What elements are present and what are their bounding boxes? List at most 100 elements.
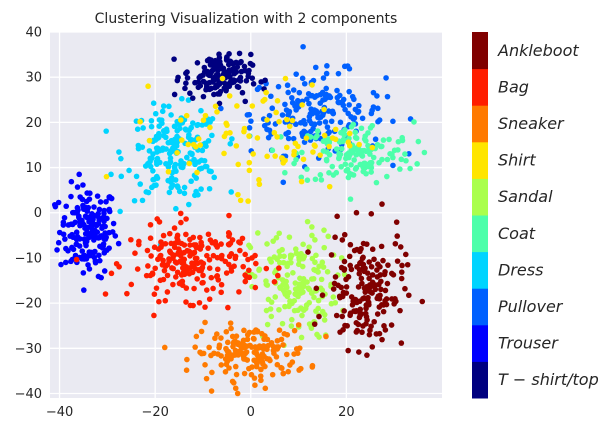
scatter-point (197, 246, 204, 252)
scatter-points (51, 43, 428, 397)
scatter-point (241, 356, 247, 362)
scatter-point (198, 328, 205, 335)
scatter-point (330, 110, 336, 117)
scatter-point (281, 330, 288, 337)
scatter-point (233, 143, 240, 149)
scatter-point (296, 345, 303, 351)
scatter-point (283, 144, 290, 151)
scatter-point (174, 183, 181, 189)
scatter-point (341, 258, 348, 265)
scatter-point (229, 136, 235, 142)
scatter-point (329, 163, 336, 170)
scatter-point (377, 272, 384, 278)
scatter-point (86, 196, 93, 202)
scatter-point (68, 178, 75, 185)
scatter-point (256, 177, 262, 183)
scatter-point (246, 67, 252, 74)
scatter-point (195, 84, 202, 91)
scatter-point (160, 103, 167, 109)
scatter-point (158, 239, 164, 245)
scatter-point (305, 91, 312, 97)
scatter-point (154, 216, 161, 222)
scatter-point (353, 320, 360, 326)
scatter-point (246, 167, 253, 174)
scatter-point (208, 388, 215, 394)
scatter-point (361, 165, 368, 172)
scatter-point (160, 257, 166, 264)
scatter-point (187, 236, 193, 243)
scatter-point (295, 143, 301, 150)
scatter-point (183, 299, 189, 305)
scatter-point (221, 150, 227, 157)
scatter-point (360, 295, 366, 302)
scatter-point (151, 312, 157, 319)
scatter-point (324, 63, 330, 69)
scatter-point (84, 208, 91, 214)
scatter-point (295, 293, 301, 300)
scatter-point (276, 248, 283, 255)
scatter-point (404, 261, 411, 268)
scatter-point (246, 365, 252, 372)
scatter-point (328, 252, 335, 258)
scatter-point (239, 235, 246, 242)
scatter-point (150, 168, 156, 174)
scatter-point (378, 243, 385, 250)
scatter-point (299, 312, 305, 319)
colorbar-label: Sandal (498, 187, 553, 206)
scatter-point (246, 125, 253, 131)
scatter-point (61, 214, 68, 221)
scatter-point (311, 142, 318, 148)
scatter-point (283, 351, 290, 358)
scatter-point (365, 142, 371, 149)
scatter-point (284, 272, 291, 278)
scatter-point (342, 161, 349, 167)
scatter-point (146, 137, 153, 144)
scatter-point (337, 151, 344, 158)
scatter-point (285, 135, 292, 142)
scatter-point (259, 351, 266, 357)
scatter-point (360, 240, 367, 247)
scatter-point (391, 147, 398, 154)
scatter-point (270, 238, 276, 244)
scatter-point (298, 365, 304, 372)
scatter-point (291, 298, 298, 304)
scatter-point (346, 170, 353, 177)
scatter-point (249, 103, 256, 109)
scatter-point (307, 134, 314, 140)
scatter-point (289, 359, 296, 365)
scatter-point (228, 325, 234, 332)
scatter-point (304, 96, 310, 103)
scatter-point (69, 244, 75, 251)
scatter-point (385, 262, 391, 268)
scatter-point (143, 189, 150, 195)
scatter-point (315, 305, 321, 312)
scatter-point (183, 367, 190, 374)
scatter-point (287, 252, 294, 259)
scatter-point (348, 294, 355, 300)
scatter-point (104, 247, 110, 253)
scatter-point (241, 63, 248, 70)
scatter-point (185, 141, 192, 148)
scatter-point (214, 74, 220, 80)
scatter-point (152, 110, 159, 117)
scatter-point (319, 287, 326, 293)
y-tick-label: 40 (25, 26, 42, 41)
scatter-point (378, 278, 384, 285)
scatter-point (91, 229, 98, 235)
scatter-point (402, 285, 408, 292)
scatter-point (232, 253, 239, 260)
scatter-point (312, 64, 319, 71)
scatter-point (338, 163, 345, 170)
scatter-point (201, 64, 208, 71)
scatter-point (54, 247, 60, 253)
scatter-point (183, 216, 189, 222)
scatter-point (309, 224, 315, 230)
scatter-point (365, 294, 371, 301)
scatter-point (391, 301, 397, 307)
scatter-point (369, 107, 375, 114)
scatter-point (362, 310, 369, 317)
scatter-point (346, 102, 352, 108)
scatter-point (85, 224, 91, 231)
scatter-point (161, 267, 168, 274)
scatter-point (290, 270, 296, 276)
